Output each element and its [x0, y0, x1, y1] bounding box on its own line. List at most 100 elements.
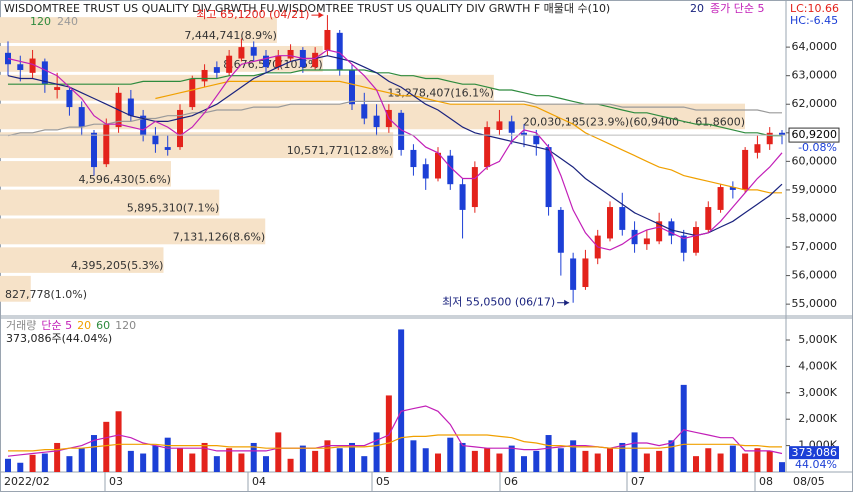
volume-bar [299, 445, 306, 472]
volume-bar [177, 448, 183, 472]
y-tick-label: 4,000K [798, 359, 837, 372]
volume-bar [127, 450, 134, 472]
volume-bar [78, 448, 85, 472]
candle-body [78, 107, 85, 128]
volume-legend-entry: 거래량 [6, 319, 36, 332]
y-tick-label: 57,0000 [792, 240, 838, 253]
candle-body [545, 147, 552, 208]
volume-bar [643, 453, 650, 472]
candle-body [582, 258, 589, 288]
candle-body [422, 164, 429, 179]
profile-label: 5,895,310(7.1%) [127, 202, 220, 215]
last-volume-box [789, 446, 839, 460]
x-tick-label: 07 [631, 475, 645, 488]
ma-line [7, 100, 782, 137]
y-tick-label: 62,0000 [792, 97, 838, 110]
volume-bar [705, 448, 712, 472]
candle-body [189, 78, 196, 108]
candle-body [508, 121, 515, 133]
candle-body [435, 152, 441, 179]
candle-body [570, 258, 577, 290]
volume-bar [373, 432, 380, 472]
candle-body [41, 61, 48, 85]
candle-body [54, 87, 61, 90]
candle-body [238, 47, 245, 59]
candle-body [275, 55, 282, 68]
volume-bar [594, 453, 601, 472]
volume-bar [250, 442, 257, 472]
volume-bar [766, 450, 773, 472]
candle-body [336, 32, 343, 70]
volume-bar [619, 442, 626, 472]
volume-bar [742, 453, 749, 472]
volume-bar [717, 453, 724, 472]
last-price-change: -0.08% [798, 141, 837, 154]
volume-bar [349, 442, 355, 472]
volume-legend-entry: 120 [115, 319, 136, 332]
candle-body [361, 104, 368, 119]
volume-bar [189, 453, 196, 472]
volume-bar [41, 453, 48, 472]
volume-bar [607, 448, 613, 472]
legend-entry: 240 [57, 15, 78, 28]
volume-bar [91, 435, 97, 472]
y-tick-label: 2,000K [798, 412, 837, 425]
profile-label: 20,030,185(23.9%) [523, 115, 630, 128]
volume-bar [398, 329, 405, 472]
candle-body [668, 221, 675, 236]
candle-body [607, 207, 613, 239]
candle-body [29, 58, 36, 73]
y-tick-label: 59,0000 [792, 183, 838, 196]
volume-bar [668, 440, 675, 472]
volume-bar [471, 450, 478, 472]
profile-bar [0, 247, 164, 273]
candle-body [164, 147, 171, 150]
y-tick-label: 58,0000 [792, 211, 838, 224]
volume-bar [29, 454, 36, 472]
profile-bar [0, 161, 171, 187]
volume-bar [201, 442, 208, 472]
y-tick-label: 60,0000 [792, 154, 838, 167]
legend-entry: 20 [690, 2, 704, 15]
profile-bar [0, 74, 494, 101]
hc-label: HC:-6.45 [790, 14, 838, 27]
volume-bar [17, 462, 24, 472]
annotation-arrowhead [564, 299, 570, 306]
candle-body [287, 49, 294, 59]
candle-body [66, 89, 73, 108]
volume-bar [103, 421, 110, 472]
volume-bar [324, 440, 331, 472]
volume-bar [459, 442, 466, 472]
profile-bar [0, 218, 266, 245]
candle-body [742, 149, 749, 190]
volume-bar [729, 445, 736, 472]
volume-bar [226, 448, 233, 472]
volume-bar [447, 437, 454, 472]
volume-bar [508, 445, 515, 472]
volume-bar [570, 440, 577, 472]
y-tick-label: 63,0000 [792, 69, 838, 82]
volume-bar [410, 440, 417, 472]
profile-bar [0, 189, 220, 216]
x-tick-label: 04 [252, 475, 266, 488]
volume-bar [54, 442, 61, 472]
candle-body [471, 167, 478, 208]
profile-bar [0, 132, 394, 159]
candle-body [201, 69, 208, 82]
ma-line [7, 55, 783, 237]
volume-legend-entry: 60 [96, 319, 110, 332]
volume-bar [754, 448, 761, 472]
candle-body [103, 124, 110, 165]
volume-bar [693, 456, 699, 472]
volume-bar [361, 456, 368, 472]
profile-label: 7,444,741(8.9%) [184, 29, 277, 42]
volume-bar [5, 458, 11, 472]
candle-body [779, 132, 785, 136]
last-date-label: 08/05 [793, 475, 825, 488]
candle-body [729, 187, 736, 190]
profile-label: 4,395,205(5.3%) [71, 259, 164, 272]
annotation: 최고 65,1200 (04/21) [196, 8, 309, 21]
candle-body [152, 135, 159, 145]
candle-body [521, 132, 527, 136]
candle-body [705, 207, 712, 230]
